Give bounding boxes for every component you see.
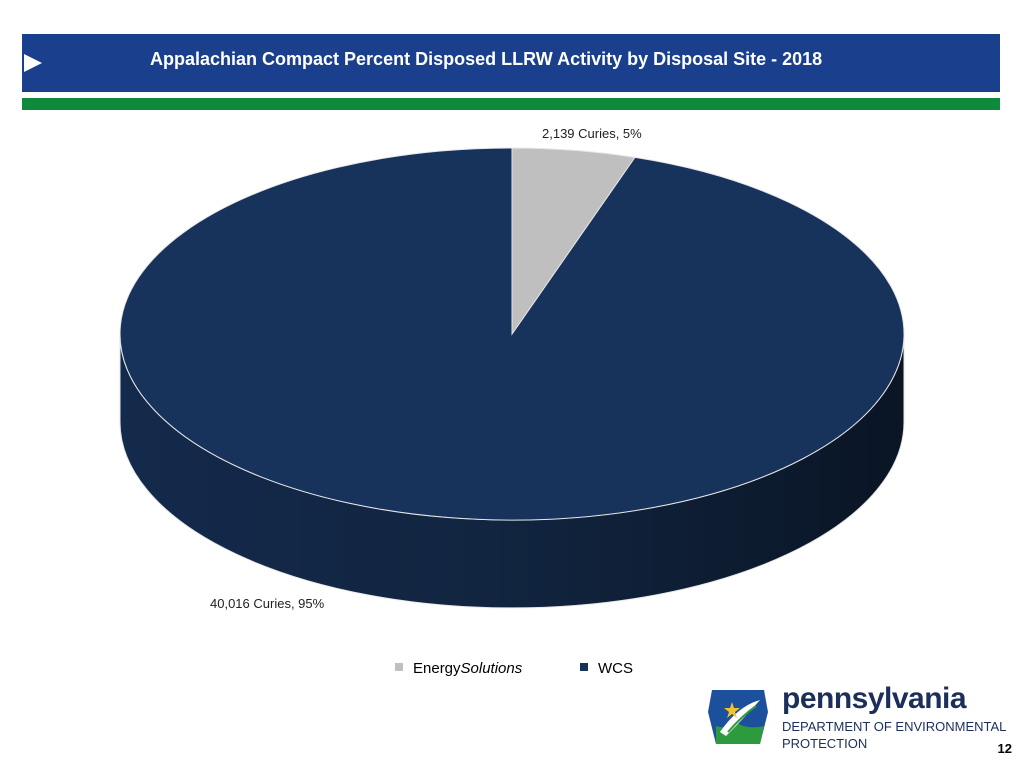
data-label-wcs: 40,016 Curies, 95% [210, 596, 325, 611]
legend-item-wcs: WCS [580, 660, 633, 677]
pa-dep-logo: pennsylvania DEPARTMENT OF ENVIRONMENTAL… [706, 682, 1007, 752]
legend-swatch-wcs [580, 663, 588, 671]
data-label-energysolutions: 2,139 Curies, 5% [542, 126, 642, 141]
legend-swatch-energysolutions [395, 663, 403, 671]
legend-label-energy: Energy [413, 660, 461, 677]
title-arrow-icon [24, 54, 42, 72]
logo-subtitle-line2: PROTECTION [782, 736, 868, 751]
slide-title: Appalachian Compact Percent Disposed LLR… [150, 49, 823, 69]
pie-slice-energysolutions [511, 147, 636, 336]
legend-item-energysolutions: EnergySolutions [395, 660, 522, 677]
logo-wordmark: pennsylvania [782, 682, 967, 715]
title-bar: Appalachian Compact Percent Disposed LLR… [22, 34, 1000, 92]
accent-divider [22, 98, 1000, 110]
logo-subtitle-line1: DEPARTMENT OF ENVIRONMENTAL [782, 719, 1007, 734]
legend-label-wcs: WCS [598, 660, 633, 677]
keystone-leaf-icon [708, 690, 768, 744]
page-number: 12 [997, 741, 1012, 756]
legend-label-solutions: Solutions [460, 660, 523, 677]
pie-chart: 2,139 Curies, 5% 40,016 Curies, 95% [119, 126, 905, 611]
